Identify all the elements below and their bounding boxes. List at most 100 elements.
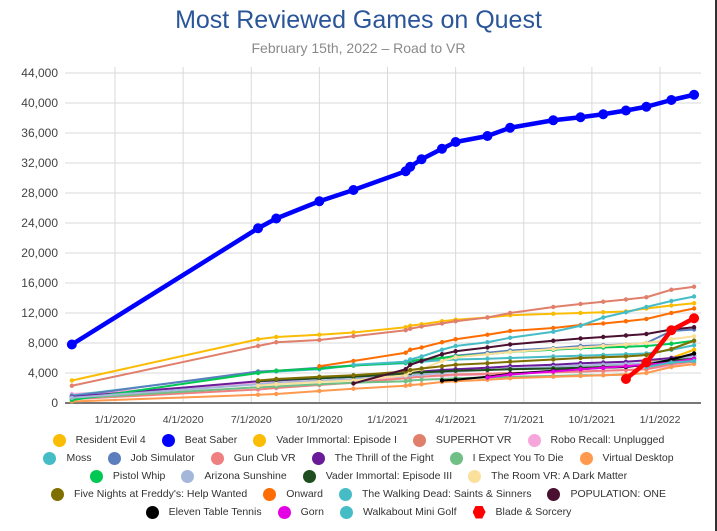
data-point <box>274 382 279 387</box>
legend-item[interactable]: The Room VR: A Dark Matter <box>468 469 627 483</box>
data-point <box>439 364 445 369</box>
data-point <box>66 339 77 350</box>
legend-label: Gorn <box>300 506 324 518</box>
legend-item[interactable]: Virtual Desktop <box>579 451 674 465</box>
legend-item[interactable]: I Expect You To Die <box>449 451 564 465</box>
line-chart: 0 4,000 8,000 12,000 16,000 20,000 24,000 28,00… <box>21 66 701 426</box>
y-tick-label: 16,000 <box>21 276 58 290</box>
data-point <box>691 347 697 352</box>
data-point <box>505 122 516 133</box>
data-point <box>351 334 356 339</box>
data-point <box>507 310 513 316</box>
data-point <box>507 372 513 377</box>
legend-label: Beat Saber <box>184 434 238 446</box>
legend-item[interactable]: Onward <box>263 487 323 501</box>
series-blade-sorcery <box>620 313 700 384</box>
legend-item[interactable]: Five Nights at Freddy's: Help Wanted <box>51 487 247 501</box>
data-point <box>578 310 583 316</box>
legend-label: Pistol Whip <box>112 470 166 482</box>
series-superhot-vr <box>69 284 697 388</box>
series-lines <box>66 89 700 404</box>
legend-item[interactable]: Blade & Sorcery <box>472 505 572 519</box>
legend-item[interactable]: Job Simulator <box>107 451 195 465</box>
legend-circle-marker-icon <box>412 433 426 447</box>
data-point <box>601 321 606 326</box>
data-point <box>351 386 356 391</box>
legend-label: Virtual Desktop <box>602 452 674 464</box>
legend-item[interactable]: Walkabout Mini Golf <box>339 505 457 519</box>
legend-label: Blade & Sorcery <box>495 506 572 518</box>
data-point <box>669 310 674 316</box>
legend-item[interactable]: Vader Immortal: Episode I <box>253 433 397 447</box>
data-point <box>348 185 359 195</box>
legend-row: Pistol Whip Arizona Sunshine Vader Immorta… <box>0 467 717 485</box>
data-point <box>507 342 513 347</box>
y-tick-label: 40,000 <box>21 96 58 110</box>
legend-item[interactable]: The Walking Dead: Saints & Sinners <box>339 487 531 501</box>
data-point <box>507 376 513 381</box>
data-point <box>351 330 356 335</box>
data-point <box>485 375 490 380</box>
data-point <box>317 337 322 343</box>
data-point <box>623 333 629 338</box>
data-point <box>620 374 631 384</box>
data-point <box>623 310 629 315</box>
legend-item[interactable]: The Thrill of the Fight <box>311 451 434 465</box>
data-point <box>644 316 649 322</box>
data-point <box>274 340 279 345</box>
data-point <box>623 354 629 359</box>
data-point <box>551 369 556 374</box>
data-point <box>551 325 556 331</box>
legend-hexagon-marker-icon <box>472 505 486 519</box>
x-tick-label: 1/1/2022 <box>640 414 681 426</box>
legend-item[interactable]: Moss <box>43 451 92 465</box>
data-point <box>271 213 282 224</box>
legend-circle-marker-icon <box>468 469 482 483</box>
y-tick-label: 32,000 <box>21 156 58 170</box>
legend-item[interactable]: Arizona Sunshine <box>181 469 287 483</box>
legend-item[interactable]: Beat Saber <box>161 433 238 447</box>
data-point <box>437 143 447 154</box>
data-point <box>351 358 356 364</box>
legend-item[interactable]: SUPERHOT VR <box>412 433 512 447</box>
legend-item[interactable]: POPULATION: ONE <box>547 487 666 501</box>
data-point <box>644 295 649 300</box>
legend-row: Five Nights at Freddy's: Help Wanted Onwa… <box>0 485 717 503</box>
data-point <box>644 304 649 310</box>
x-tick-label: 7/1/2020 <box>231 414 272 426</box>
data-point <box>575 112 586 123</box>
legend-circle-marker-icon <box>253 433 267 447</box>
data-point <box>666 325 677 336</box>
data-point <box>485 367 490 373</box>
legend-item[interactable]: Vader Immortal: Episode III <box>302 469 452 483</box>
legend-label: Vader Immortal: Episode I <box>276 434 397 446</box>
data-point <box>578 355 583 361</box>
legend-item[interactable]: Robo Recall: Unplugged <box>527 433 664 447</box>
data-point <box>620 105 631 116</box>
data-point <box>623 319 629 324</box>
data-point <box>274 391 279 397</box>
legend-item[interactable]: Gun Club VR <box>210 451 296 465</box>
y-tick-label: 44,000 <box>21 66 58 80</box>
y-tick-label: 28,000 <box>21 186 58 200</box>
legend-item[interactable]: Eleven Table Tennis <box>145 505 262 519</box>
legend-item[interactable]: Gorn <box>277 505 324 519</box>
legend-item[interactable]: Resident Evil 4 <box>52 433 146 447</box>
data-point <box>69 378 75 383</box>
x-tick-label: 1/1/2020 <box>95 414 136 426</box>
data-point <box>669 303 674 308</box>
legend-item[interactable]: Pistol Whip <box>89 469 166 483</box>
data-point <box>255 392 261 397</box>
y-tick-label: 12,000 <box>21 306 58 320</box>
legend-circle-marker-icon <box>52 433 66 447</box>
data-point <box>669 337 674 342</box>
data-point <box>439 352 445 357</box>
data-point <box>403 359 408 364</box>
data-point <box>669 364 674 370</box>
data-point <box>485 352 490 357</box>
data-point <box>601 373 606 378</box>
chart-title: Most Reviewed Games on Quest <box>175 6 542 34</box>
y-tick-label: 24,000 <box>21 216 58 230</box>
data-point <box>253 223 264 234</box>
data-point <box>644 370 649 376</box>
